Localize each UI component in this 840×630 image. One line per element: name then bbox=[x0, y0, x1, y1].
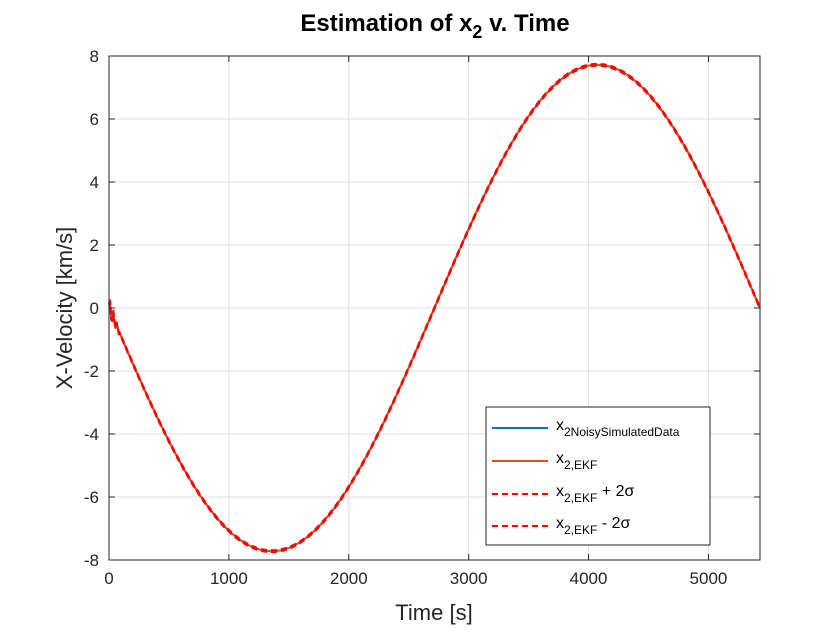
legend-entry-noisy-data-label: x2NoisySimulatedData bbox=[556, 417, 680, 439]
legend: x2NoisySimulatedData x2,EKF x2,EKF + 2σ x2,… bbox=[485, 406, 711, 546]
x-tick-label: 4000 bbox=[570, 569, 608, 588]
y-tick-label: -2 bbox=[84, 362, 99, 381]
legend-box bbox=[485, 406, 711, 546]
series-lines bbox=[108, 62, 761, 554]
legend-entry-ekf-minus-2sigma-label: x2,EKF - 2σ bbox=[556, 515, 630, 537]
y-tick-label: 0 bbox=[90, 299, 99, 318]
axes bbox=[108, 55, 761, 561]
y-axis-label: X-Velocity [km/s] bbox=[52, 227, 77, 390]
x-tick-label: 5000 bbox=[690, 569, 728, 588]
legend-entry-ekf-plus-2sigma-label: x2,EKF + 2σ bbox=[556, 483, 634, 505]
legend-entry-ekf-label: x2,EKF bbox=[556, 450, 597, 472]
x-axis-label: Time [s] bbox=[395, 600, 472, 625]
y-tick-label: -4 bbox=[84, 425, 99, 444]
y-tick-label: 6 bbox=[90, 110, 99, 129]
x-tick-label: 2000 bbox=[330, 569, 368, 588]
tick-labels: 0 1000 2000 3000 4000 5000 -8 -6 -4 -2 0 2 4 6 8 bbox=[84, 47, 727, 588]
y-tick-label: -8 bbox=[84, 551, 99, 570]
x-tick-label: 1000 bbox=[210, 569, 248, 588]
y-tick-label: 8 bbox=[90, 47, 99, 66]
y-tick-label: -6 bbox=[84, 488, 99, 507]
y-tick-label: 4 bbox=[90, 173, 99, 192]
y-tick-label: 2 bbox=[90, 236, 99, 255]
x-tick-label: 3000 bbox=[450, 569, 488, 588]
series-ekf-minus-2sigma-line bbox=[108, 64, 761, 554]
chart-title: Estimation of x2 v. Time bbox=[300, 10, 569, 42]
x-tick-label: 0 bbox=[104, 569, 113, 588]
